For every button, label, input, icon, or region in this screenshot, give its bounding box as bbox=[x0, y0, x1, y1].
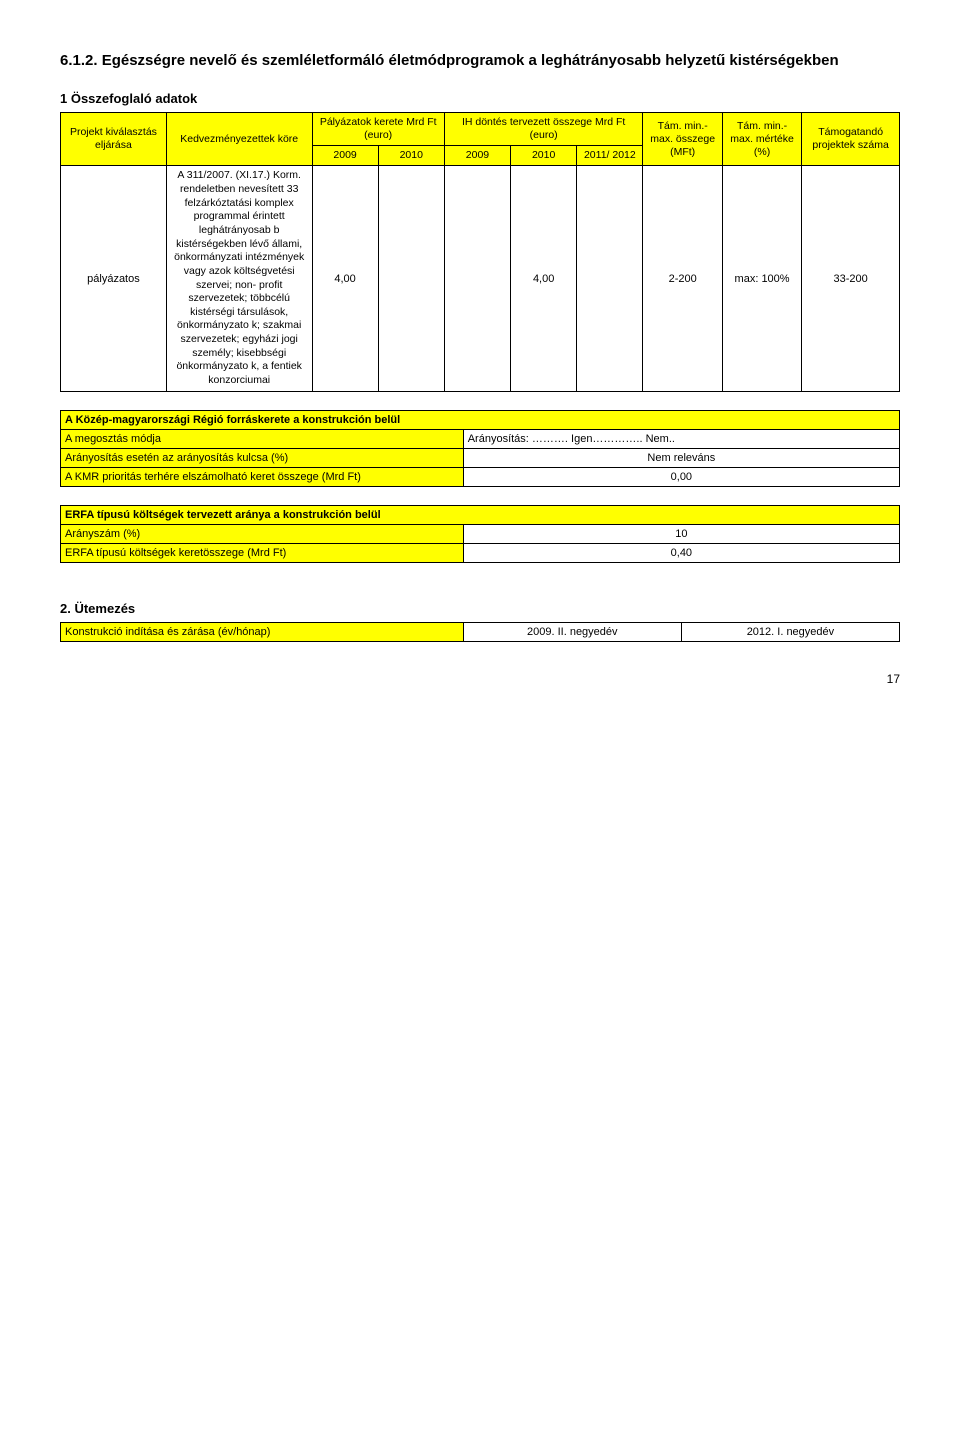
th-2010a: 2010 bbox=[378, 146, 444, 166]
kmr-row2-val: Nem releváns bbox=[463, 448, 899, 467]
th-eljaras: Projekt kiválasztás eljárása bbox=[61, 113, 167, 166]
cell-kore: A 311/2007. (XI.17.) Korm. rendeletben n… bbox=[166, 166, 312, 391]
summary-table: Projekt kiválasztás eljárása Kedvezménye… bbox=[60, 112, 900, 392]
page-number: 17 bbox=[60, 672, 900, 686]
th-2009b: 2009 bbox=[444, 146, 510, 166]
erfa-row1-val: 10 bbox=[463, 524, 899, 543]
kmr-row3-label: A KMR prioritás terhére elszámolható ker… bbox=[61, 467, 464, 486]
erfa-title: ERFA típusú költségek tervezett aránya a… bbox=[61, 505, 900, 524]
cell-osszeg: 2-200 bbox=[643, 166, 722, 391]
th-mertek: Tám. min.- max. mértéke (%) bbox=[722, 113, 801, 166]
kmr-row1-val: Arányosítás: ………. Igen………….. Nem.. bbox=[463, 429, 899, 448]
cell-eljaras: pályázatos bbox=[61, 166, 167, 391]
th-kerete: Pályázatok kerete Mrd Ft (euro) bbox=[312, 113, 444, 146]
cell-mertek: max: 100% bbox=[722, 166, 801, 391]
cell-kerete-2009: 4,00 bbox=[312, 166, 378, 391]
kmr-row1-label: A megosztás módja bbox=[61, 429, 464, 448]
section-title: 6.1.2. Egészségre nevelő és szemléletfor… bbox=[60, 50, 900, 71]
kmr-title: A Közép-magyarországi Régió forráskerete… bbox=[61, 410, 900, 429]
cell-ih-2009 bbox=[444, 166, 510, 391]
utemezes-heading: 2. Ütemezés bbox=[60, 601, 900, 616]
utemezes-label: Konstrukció indítása és zárása (év/hónap… bbox=[61, 622, 464, 641]
section1-heading: 1 Összefoglaló adatok bbox=[60, 91, 900, 106]
erfa-row2-val: 0,40 bbox=[463, 543, 899, 562]
th-2010b: 2010 bbox=[511, 146, 577, 166]
th-darab: Támogatandó projektek száma bbox=[802, 113, 900, 166]
erfa-row2-label: ERFA típusú költségek keretösszege (Mrd … bbox=[61, 543, 464, 562]
th-2009a: 2009 bbox=[312, 146, 378, 166]
th-kore: Kedvezményezettek köre bbox=[166, 113, 312, 166]
th-ih: IH döntés tervezett összege Mrd Ft (euro… bbox=[444, 113, 643, 146]
cell-ih-2010: 4,00 bbox=[511, 166, 577, 391]
kmr-row3-val: 0,00 bbox=[463, 467, 899, 486]
utemezes-val1: 2009. II. negyedév bbox=[463, 622, 681, 641]
th-2011: 2011/ 2012 bbox=[577, 146, 643, 166]
cell-darab: 33-200 bbox=[802, 166, 900, 391]
erfa-row1-label: Arányszám (%) bbox=[61, 524, 464, 543]
utemezes-val2: 2012. I. negyedév bbox=[681, 622, 899, 641]
cell-kerete-2010 bbox=[378, 166, 444, 391]
erfa-table: ERFA típusú költségek tervezett aránya a… bbox=[60, 505, 900, 563]
kmr-table: A Közép-magyarországi Régió forráskerete… bbox=[60, 410, 900, 487]
cell-ih-2011 bbox=[577, 166, 643, 391]
utemezes-table: Konstrukció indítása és zárása (év/hónap… bbox=[60, 622, 900, 642]
th-osszeg: Tám. min.- max. összege (MFt) bbox=[643, 113, 722, 166]
kmr-row2-label: Arányosítás esetén az arányosítás kulcsa… bbox=[61, 448, 464, 467]
